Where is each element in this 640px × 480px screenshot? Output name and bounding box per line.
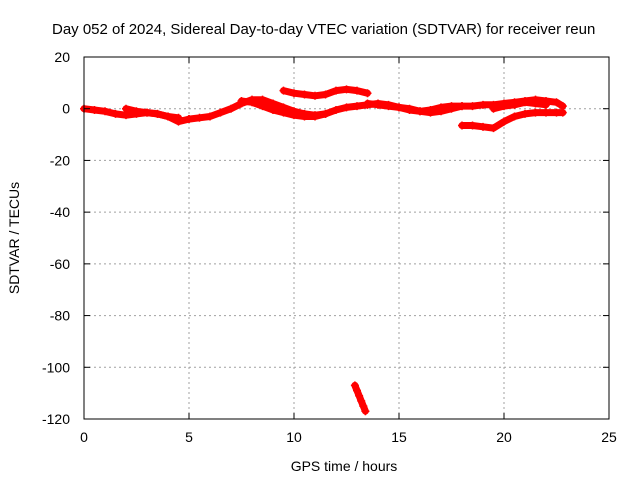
y-tick-label: -60 bbox=[50, 256, 70, 272]
data-point bbox=[311, 91, 319, 100]
data-point bbox=[290, 111, 298, 120]
series-track-b bbox=[122, 104, 183, 122]
series-trace bbox=[458, 109, 567, 132]
data-point bbox=[101, 107, 109, 116]
y-axis-label: SDTVAR / TECUs bbox=[6, 182, 22, 294]
data-point bbox=[405, 104, 414, 113]
data-point bbox=[363, 99, 372, 108]
y-tick-label: 20 bbox=[54, 49, 70, 65]
data-point bbox=[321, 90, 330, 99]
data-point bbox=[552, 98, 561, 107]
y-tick-label: -100 bbox=[42, 359, 70, 375]
x-tick-label: 5 bbox=[185, 429, 193, 445]
data-point bbox=[143, 108, 151, 117]
data-point bbox=[195, 113, 204, 122]
data-point bbox=[332, 106, 340, 115]
data-point bbox=[426, 106, 435, 115]
data-point bbox=[521, 98, 529, 107]
x-tick-label: 20 bbox=[496, 429, 512, 445]
data-point bbox=[279, 86, 288, 95]
data-point bbox=[153, 109, 162, 118]
data-point bbox=[395, 103, 403, 112]
series-track-g bbox=[458, 108, 567, 133]
x-axis-label: GPS time / hours bbox=[291, 458, 398, 474]
data-point bbox=[357, 396, 366, 405]
data-point bbox=[500, 102, 508, 111]
data-point bbox=[458, 121, 466, 130]
data-point bbox=[489, 124, 498, 133]
x-tick-label: 0 bbox=[80, 429, 88, 445]
data-point bbox=[122, 104, 130, 113]
data-point bbox=[355, 391, 364, 400]
data-point bbox=[90, 106, 99, 115]
data-point bbox=[468, 121, 477, 130]
data-point bbox=[132, 107, 141, 116]
data-point bbox=[206, 112, 214, 121]
data-point bbox=[363, 89, 372, 98]
data-point bbox=[510, 100, 519, 109]
data-point bbox=[542, 100, 550, 109]
data-point bbox=[489, 104, 498, 113]
data-point bbox=[300, 112, 309, 121]
data-point bbox=[290, 89, 298, 98]
x-tick-label: 10 bbox=[286, 429, 302, 445]
data-point bbox=[531, 99, 540, 108]
data-point bbox=[447, 102, 456, 111]
x-tick-label: 15 bbox=[391, 429, 407, 445]
series-track-i bbox=[350, 381, 370, 416]
data-point bbox=[311, 112, 319, 121]
y-tick-label: 0 bbox=[62, 101, 70, 117]
data-point bbox=[248, 98, 256, 107]
y-tick-label: -40 bbox=[50, 204, 70, 220]
x-tick-label: 25 bbox=[601, 429, 617, 445]
data-point bbox=[353, 86, 361, 95]
data-point bbox=[185, 115, 193, 124]
data-point bbox=[164, 112, 172, 121]
data-point bbox=[332, 86, 340, 95]
chart-title: Day 052 of 2024, Sidereal Day-to-day VTE… bbox=[52, 21, 595, 38]
plot-frame bbox=[83, 56, 610, 420]
data-point bbox=[437, 103, 445, 112]
data-point bbox=[510, 112, 519, 121]
data-point bbox=[468, 102, 477, 111]
data-point bbox=[479, 122, 487, 131]
y-tick-label: -80 bbox=[50, 308, 70, 324]
data-point bbox=[353, 386, 361, 395]
series-track-h bbox=[489, 98, 550, 113]
data-point bbox=[111, 109, 120, 118]
series-track-e bbox=[279, 85, 372, 100]
data-point bbox=[353, 102, 361, 111]
data-point bbox=[521, 109, 529, 118]
data-point bbox=[227, 104, 235, 113]
x-tick-labels: 0 5 10 15 20 25 bbox=[80, 429, 617, 445]
y-tick-labels: -120 -100 -80 -60 -40 -20 0 20 bbox=[42, 49, 70, 427]
data-point bbox=[342, 85, 351, 94]
data-point bbox=[237, 96, 246, 105]
data-point bbox=[279, 108, 288, 117]
data-point bbox=[269, 106, 277, 115]
data-point bbox=[416, 107, 424, 116]
data-point bbox=[479, 100, 487, 109]
data-point bbox=[558, 108, 567, 117]
data-point bbox=[300, 90, 309, 99]
data-point bbox=[458, 102, 466, 111]
data-point bbox=[500, 117, 508, 126]
data-point bbox=[342, 103, 351, 112]
data-series bbox=[80, 85, 567, 416]
data-point bbox=[531, 108, 540, 117]
data-point bbox=[174, 113, 183, 122]
y-tick-label: -120 bbox=[42, 411, 70, 427]
data-point bbox=[321, 109, 330, 118]
data-point bbox=[258, 102, 267, 111]
data-point bbox=[374, 100, 382, 109]
series-track-d bbox=[237, 96, 330, 121]
y-tick-label: -20 bbox=[50, 152, 70, 168]
data-point bbox=[216, 108, 225, 117]
data-point bbox=[359, 402, 368, 411]
data-point bbox=[361, 407, 370, 416]
data-point bbox=[350, 381, 359, 390]
data-point bbox=[384, 102, 393, 111]
data-point bbox=[542, 108, 550, 117]
